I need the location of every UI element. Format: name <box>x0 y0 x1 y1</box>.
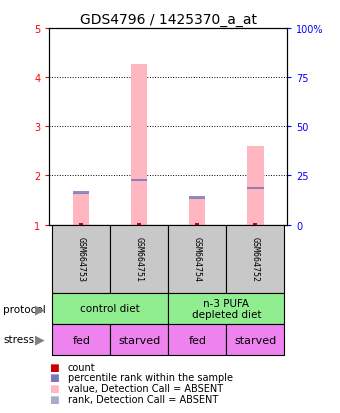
Bar <box>247 187 264 190</box>
Text: value, Detection Call = ABSENT: value, Detection Call = ABSENT <box>68 383 223 393</box>
FancyBboxPatch shape <box>168 324 226 355</box>
Text: starved: starved <box>234 335 276 345</box>
Text: ■: ■ <box>49 394 59 404</box>
FancyBboxPatch shape <box>226 225 284 293</box>
Bar <box>73 193 89 225</box>
FancyBboxPatch shape <box>52 324 110 355</box>
Title: GDS4796 / 1425370_a_at: GDS4796 / 1425370_a_at <box>80 12 257 26</box>
Text: fed: fed <box>188 335 206 345</box>
FancyBboxPatch shape <box>110 324 168 355</box>
FancyBboxPatch shape <box>52 225 110 293</box>
Text: rank, Detection Call = ABSENT: rank, Detection Call = ABSENT <box>68 394 218 404</box>
Text: GSM664753: GSM664753 <box>77 237 86 282</box>
FancyBboxPatch shape <box>226 324 284 355</box>
Text: ▶: ▶ <box>35 333 45 346</box>
Text: ■: ■ <box>49 373 59 382</box>
Text: ▶: ▶ <box>35 302 45 316</box>
Text: fed: fed <box>72 335 90 345</box>
Bar <box>73 192 89 195</box>
Text: n-3 PUFA
depleted diet: n-3 PUFA depleted diet <box>192 298 261 320</box>
Bar <box>189 197 205 199</box>
FancyBboxPatch shape <box>168 293 284 324</box>
Text: GSM664751: GSM664751 <box>135 237 144 282</box>
Text: GSM664752: GSM664752 <box>251 237 260 282</box>
Bar <box>247 147 264 225</box>
Text: count: count <box>68 362 96 372</box>
FancyBboxPatch shape <box>52 293 168 324</box>
Text: control diet: control diet <box>80 304 140 314</box>
FancyBboxPatch shape <box>110 225 168 293</box>
Bar <box>189 198 205 225</box>
Text: GSM664754: GSM664754 <box>193 237 202 282</box>
Text: percentile rank within the sample: percentile rank within the sample <box>68 373 233 382</box>
Text: ■: ■ <box>49 362 59 372</box>
Text: stress: stress <box>3 335 35 344</box>
Text: protocol: protocol <box>3 304 46 314</box>
Bar <box>131 65 148 225</box>
Bar <box>131 179 148 182</box>
FancyBboxPatch shape <box>168 225 226 293</box>
Text: ■: ■ <box>49 383 59 393</box>
Text: starved: starved <box>118 335 160 345</box>
